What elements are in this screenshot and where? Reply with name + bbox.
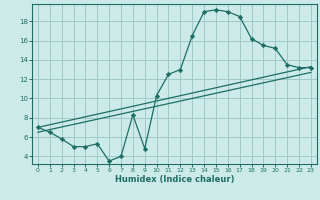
- X-axis label: Humidex (Indice chaleur): Humidex (Indice chaleur): [115, 175, 234, 184]
